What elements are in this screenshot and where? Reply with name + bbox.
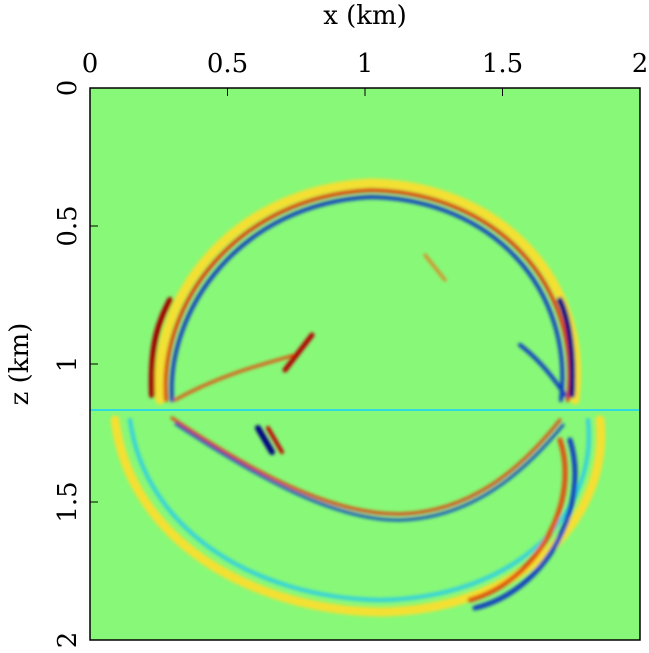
- reflection: [170, 416, 562, 516]
- wavefront: [472, 437, 578, 611]
- y-tick-label: 2: [53, 632, 83, 649]
- y-tick-label: 1.5: [53, 481, 83, 522]
- wavefront: [110, 415, 606, 617]
- x-axis-label: x (km): [323, 1, 407, 31]
- wavefront: [154, 178, 581, 405]
- x-tick-label: 1: [357, 49, 374, 79]
- x-tick-label: 2: [632, 49, 649, 79]
- reflection: [173, 353, 297, 402]
- x-tick-label: 0.5: [207, 49, 248, 79]
- wavefront: [148, 297, 173, 398]
- x-tick-label: 0: [82, 49, 99, 79]
- x-tick-label: 1.5: [482, 49, 523, 79]
- reflection: [282, 332, 315, 373]
- reflection: [518, 343, 567, 397]
- reflection: [266, 426, 284, 454]
- y-tick-label: 0: [53, 80, 83, 97]
- reflection: [255, 425, 275, 455]
- y-tick-label: 0.5: [53, 205, 83, 246]
- y-axis-label: z (km): [5, 323, 35, 406]
- wavefield: [110, 178, 606, 617]
- reflection: [174, 422, 565, 522]
- wavefront: [163, 187, 572, 402]
- y-tick-label: 1: [53, 356, 83, 373]
- wavefront: [557, 297, 576, 398]
- reflection: [423, 253, 447, 282]
- wavefront: [169, 194, 565, 402]
- wavefront: [467, 437, 568, 603]
